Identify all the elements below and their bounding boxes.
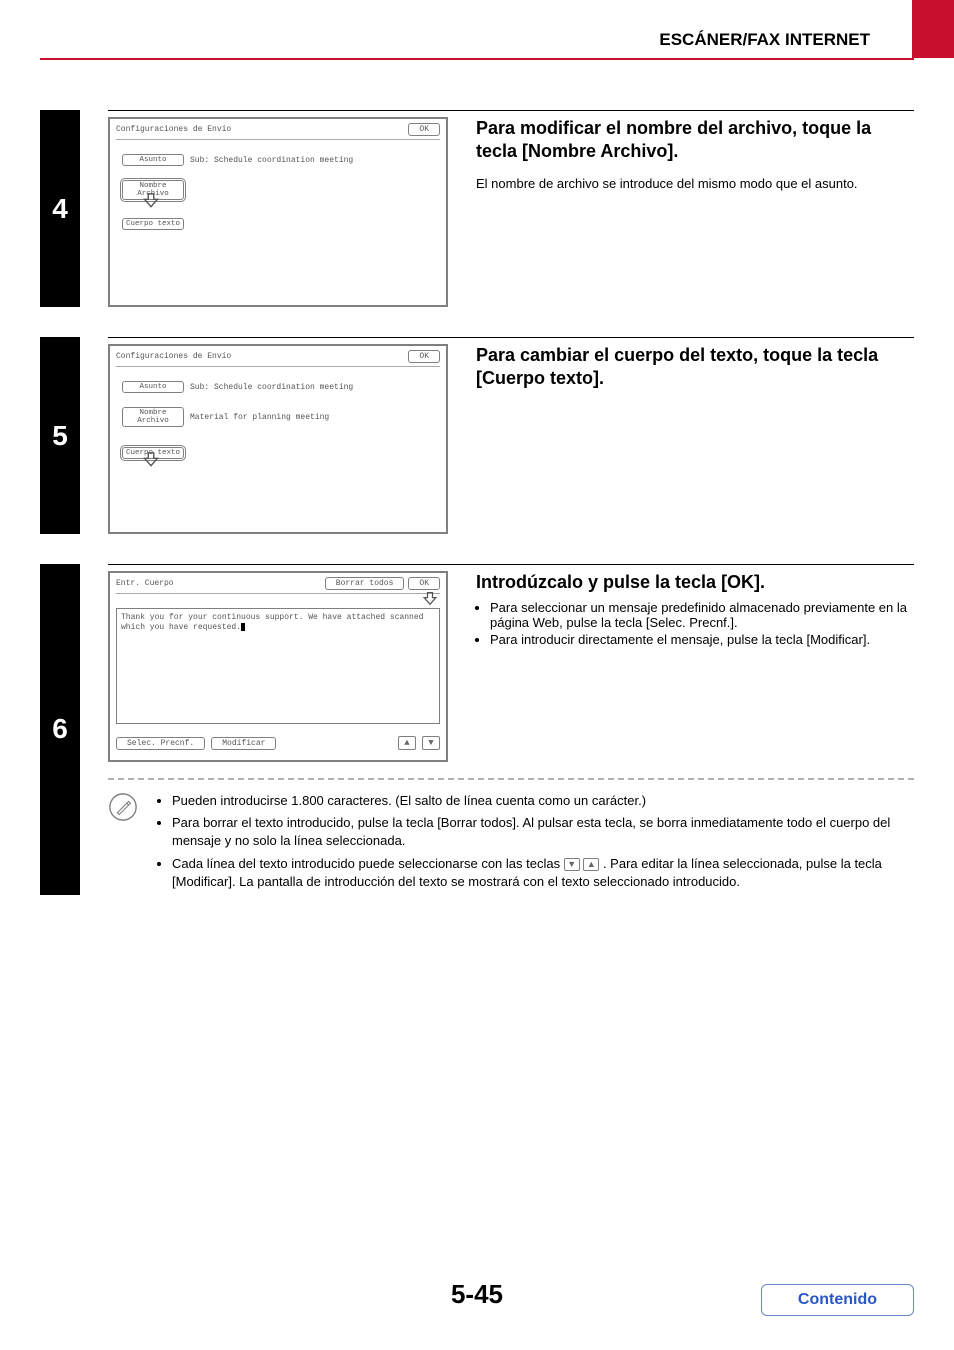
step4-cuerpo-button[interactable]: Cuerpo texto <box>122 218 184 230</box>
step6-borrar-button[interactable]: Borrar todos <box>325 577 405 590</box>
step-6: 6 Entr. Cuerpo Borrar todos OK <box>40 564 914 895</box>
step6-note-1: Pueden introducirse 1.800 caracteres. (E… <box>172 792 914 810</box>
step6-bullet-2: Para introducir directamente el mensaje,… <box>490 632 914 647</box>
page-number: 5-45 <box>451 1279 503 1309</box>
step5-asunto-text: Sub: Schedule coordination meeting <box>190 383 353 392</box>
step4-win-title: Configuraciones de Envío <box>116 125 231 134</box>
step-5-number: 5 <box>40 337 80 534</box>
step-5: 5 Configuraciones de Envío OK Asunto Sub… <box>40 337 914 534</box>
page-header: ESCÁNER/FAX INTERNET <box>40 20 914 60</box>
step4-asunto-button[interactable]: Asunto <box>122 154 184 166</box>
step4-title: Para modificar el nombre del archivo, to… <box>476 117 914 162</box>
header-title: ESCÁNER/FAX INTERNET <box>659 30 870 49</box>
inline-arrow-up-button[interactable]: ▲ <box>583 858 599 871</box>
step-4-number: 4 <box>40 110 80 307</box>
step6-note-2: Para borrar el texto introducido, pulse … <box>172 814 914 850</box>
page-footer: 5-45 Contenido <box>0 1279 954 1310</box>
step6-screenshot: Entr. Cuerpo Borrar todos OK Thank you f… <box>108 571 448 762</box>
step5-nombre-button[interactable]: Nombre Archivo <box>122 407 184 427</box>
step5-title: Para cambiar el cuerpo del texto, toque … <box>476 344 914 389</box>
step4-ok-button[interactable]: OK <box>408 123 440 136</box>
step-6-number: 6 <box>40 564 80 895</box>
text-cursor-icon <box>241 623 245 631</box>
inline-arrow-down-button[interactable]: ▼ <box>564 858 580 871</box>
step6-title: Introdúzcalo y pulse la tecla [OK]. <box>476 571 914 594</box>
step6-note-3a: Cada línea del texto introducido puede s… <box>172 856 564 871</box>
step4-nombre-button[interactable]: Nombre Archivo <box>122 180 184 200</box>
step6-win-title: Entr. Cuerpo <box>116 579 174 588</box>
step6-bullet-1: Para seleccionar un mensaje predefinido … <box>490 600 914 630</box>
step6-notes: Pueden introducirse 1.800 caracteres. (E… <box>158 792 914 895</box>
arrow-down-button[interactable]: ▼ <box>422 736 440 750</box>
step6-bullets: Para seleccionar un mensaje predefinido … <box>476 600 914 647</box>
step4-screenshot: Configuraciones de Envío OK Asunto Sub: … <box>108 117 448 307</box>
step4-desc: El nombre de archivo se introduce del mi… <box>476 175 914 193</box>
step5-screenshot: Configuraciones de Envío OK Asunto Sub: … <box>108 344 448 534</box>
step6-ok-button[interactable]: OK <box>408 577 440 590</box>
step5-asunto-button[interactable]: Asunto <box>122 381 184 393</box>
dashed-separator <box>108 778 914 780</box>
contenido-button[interactable]: Contenido <box>761 1284 914 1316</box>
step6-selec-button[interactable]: Selec. Precnf. <box>116 737 205 750</box>
header-redbar <box>912 0 954 58</box>
step-4: 4 Configuraciones de Envío OK Asunto Sub… <box>40 110 914 307</box>
pencil-note-icon <box>108 792 138 822</box>
step5-ok-button[interactable]: OK <box>408 350 440 363</box>
step5-win-title: Configuraciones de Envío <box>116 352 231 361</box>
step6-modificar-button[interactable]: Modificar <box>211 737 276 750</box>
step4-asunto-text: Sub: Schedule coordination meeting <box>190 156 353 165</box>
step5-nombre-text: Material for planning meeting <box>190 413 329 422</box>
step6-note-3: Cada línea del texto introducido puede s… <box>172 855 914 891</box>
step6-body-textarea[interactable]: Thank you for your continuous support. W… <box>116 608 440 724</box>
arrow-up-button[interactable]: ▲ <box>398 736 416 750</box>
step6-body-text: Thank you for your continuous support. W… <box>121 613 423 633</box>
